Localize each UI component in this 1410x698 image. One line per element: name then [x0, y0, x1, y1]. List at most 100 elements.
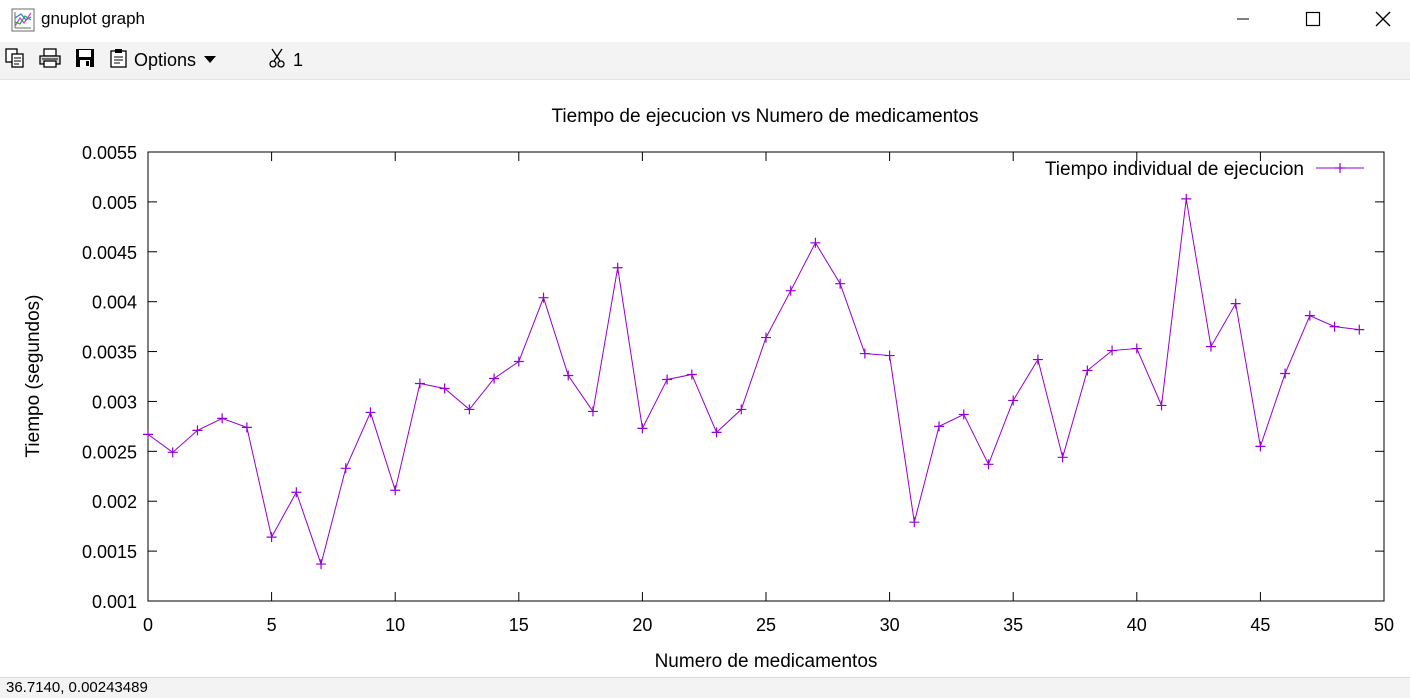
x-axis-label: Numero de medicamentos — [655, 651, 878, 672]
data-point — [217, 413, 228, 424]
x-tick-label: 5 — [267, 615, 277, 635]
y-tick-label: 0.0025 — [82, 442, 137, 462]
chart-title: Tiempo de ejecucion vs Numero de medicam… — [552, 106, 979, 127]
data-point — [1304, 310, 1315, 321]
data-point — [785, 285, 796, 296]
legend-label: Tiempo individual de ejecucion — [1045, 159, 1304, 180]
data-point — [266, 532, 277, 543]
data-point — [414, 378, 425, 389]
copy-icon — [4, 47, 26, 74]
data-point — [439, 383, 450, 394]
caret-down-icon — [204, 51, 217, 69]
series-line — [147, 198, 1360, 566]
x-tick-label: 0 — [143, 615, 153, 635]
data-point — [365, 407, 376, 418]
data-point — [909, 517, 920, 528]
data-point — [711, 427, 722, 438]
data-point — [1181, 193, 1192, 204]
data-point — [1156, 400, 1167, 411]
y-tick-label: 0.0055 — [82, 143, 137, 163]
data-point — [1329, 321, 1340, 332]
save-button[interactable] — [74, 48, 96, 72]
data-point — [340, 463, 351, 474]
data-point — [761, 332, 771, 343]
y-axis-label: Tiempo (segundos) — [23, 295, 44, 458]
legend-marker — [1335, 163, 1345, 173]
plot-border — [147, 151, 1385, 602]
data-point — [612, 262, 623, 273]
y-tick-label: 0.0035 — [82, 343, 137, 363]
y-tick-label: 0.004 — [92, 293, 137, 313]
save-icon — [74, 47, 96, 74]
data-point — [464, 404, 475, 415]
toggle-plot-1-button[interactable]: 1 — [268, 48, 303, 72]
data-point — [1230, 298, 1241, 309]
data-point — [958, 409, 969, 420]
series-layer — [143, 193, 1365, 570]
cursor-coordinates: 36.7140, 0.00243489 — [6, 679, 148, 696]
legend: Tiempo individual de ejecucion — [1045, 159, 1364, 180]
x-tick-label: 20 — [632, 615, 652, 635]
maximize-button[interactable] — [1278, 0, 1348, 42]
maximize-icon — [1305, 11, 1321, 32]
data-point — [1082, 365, 1093, 376]
y-tick-label: 0.005 — [92, 193, 137, 213]
data-point — [1354, 324, 1365, 335]
data-point — [563, 370, 574, 381]
minimize-button[interactable] — [1208, 0, 1278, 42]
graph-area[interactable]: Tiempo de ejecucion vs Numero de medicam… — [0, 80, 1410, 677]
data-point — [167, 447, 178, 458]
options-label: Options — [134, 49, 197, 70]
y-tick-label: 0.0045 — [82, 243, 137, 263]
data-point — [637, 423, 648, 434]
window-titlebar: gnuplot graph — [0, 0, 1410, 42]
plot-toggle-label: 1 — [293, 49, 304, 70]
data-point — [983, 459, 994, 470]
data-point — [316, 559, 327, 570]
print-button[interactable] — [38, 47, 62, 74]
x-tick-label: 25 — [756, 615, 776, 635]
printer-icon — [38, 47, 62, 74]
y-tick-label: 0.002 — [92, 492, 137, 512]
data-point — [1255, 441, 1266, 452]
gnuplot-app-icon — [11, 8, 35, 32]
y-tick-label: 0.001 — [92, 592, 137, 612]
data-point — [1032, 354, 1043, 365]
data-point — [1131, 343, 1142, 354]
clipboard-settings-icon — [108, 47, 130, 74]
data-point — [1280, 368, 1291, 379]
close-icon — [1375, 11, 1391, 32]
data-point — [1008, 395, 1019, 406]
data-point — [835, 278, 846, 289]
data-point — [143, 429, 153, 440]
x-tick-label: 10 — [385, 615, 405, 635]
data-point — [390, 485, 401, 496]
close-button[interactable] — [1348, 0, 1410, 42]
data-point — [1107, 345, 1118, 356]
x-tick-label: 15 — [509, 615, 529, 635]
copy-to-clipboard-button[interactable] — [4, 47, 26, 74]
data-point — [241, 422, 252, 433]
status-bar: 36.7140, 0.00243489 — [0, 677, 1410, 698]
data-point — [489, 373, 500, 384]
window-title: gnuplot graph — [41, 9, 145, 28]
data-point — [736, 404, 747, 415]
x-tick-label: 45 — [1250, 615, 1270, 635]
data-point — [291, 487, 302, 498]
toolbar: Options 1 — [0, 42, 1410, 80]
options-button[interactable]: Options — [108, 47, 217, 74]
data-point — [662, 374, 673, 385]
x-tick-label: 40 — [1127, 615, 1147, 635]
data-point — [1205, 341, 1216, 352]
data-point — [686, 369, 697, 380]
data-point — [1057, 452, 1068, 463]
data-point — [513, 356, 524, 367]
chart-svg: Tiempo de ejecucion vs Numero de medicam… — [23, 106, 1394, 672]
data-point — [810, 237, 821, 248]
data-point — [587, 406, 598, 417]
y-tick-label: 0.003 — [92, 392, 137, 412]
x-tick-label: 35 — [1003, 615, 1023, 635]
data-point — [859, 348, 870, 359]
data-point — [934, 421, 945, 432]
data-point — [538, 292, 549, 303]
